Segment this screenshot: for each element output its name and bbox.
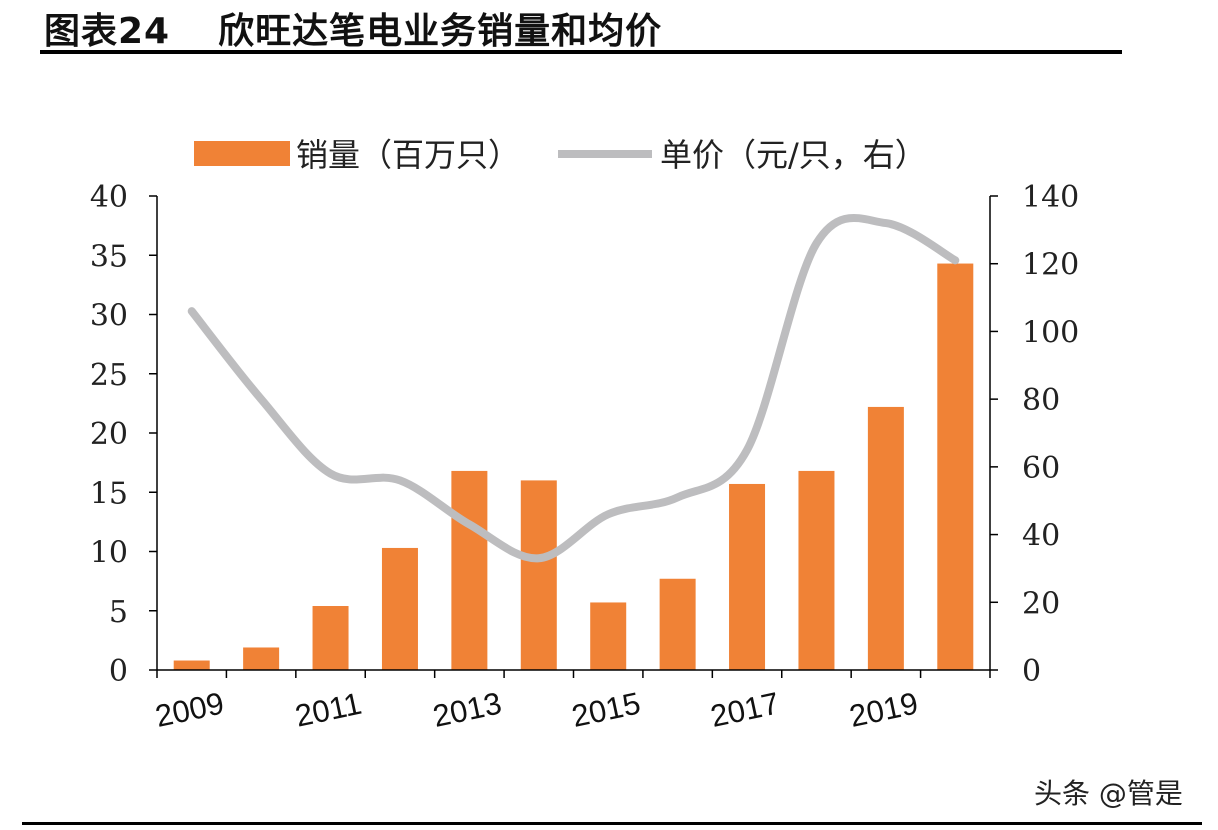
- bottom-rule: [22, 822, 1202, 825]
- x-tick-label: 2017: [707, 685, 782, 734]
- right-tick-label: 40: [1022, 519, 1060, 554]
- x-tick-label: 2019: [846, 685, 921, 734]
- right-tick-label: 60: [1022, 451, 1060, 486]
- right-tick-label: 0: [1022, 654, 1041, 689]
- bar-2009: [173, 660, 210, 670]
- bar-2020: [937, 263, 974, 670]
- bar-2012: [381, 547, 418, 670]
- bar-2010: [243, 647, 280, 670]
- left-tick-label: 5: [109, 595, 128, 630]
- chart-title: 欣旺达笔电业务销量和均价: [218, 11, 663, 52]
- watermark: 头条 @管是: [1034, 777, 1183, 810]
- legend-bar-swatch: [194, 141, 290, 166]
- bar-2019: [867, 406, 904, 670]
- left-tick-label: 20: [90, 417, 128, 452]
- left-tick-label: 35: [90, 239, 128, 274]
- bar-2018: [798, 470, 835, 670]
- left-tick-label: 40: [90, 180, 128, 215]
- lines-layer: [187, 214, 960, 563]
- x-tick-label: 2009: [152, 685, 227, 734]
- bar-2014: [520, 480, 557, 670]
- right-tick-label: 20: [1022, 586, 1060, 621]
- axes-layer: 0 5 10 15 20 25 30 35 40 0 20 40 60 80 100 120 140 2009 20…: [90, 180, 1079, 734]
- left-tick-label: 0: [109, 654, 128, 689]
- x-tick-label: 2015: [569, 685, 644, 734]
- price-line: [187, 214, 960, 563]
- x-tick-label: 2011: [292, 686, 364, 734]
- legend-line-label: 单价（元/只，右）: [660, 136, 927, 174]
- right-tick-label: 140: [1022, 180, 1079, 215]
- figure-label: 图表24: [44, 11, 171, 52]
- left-tick-label: 10: [90, 536, 128, 571]
- figure-title: 图表24 欣旺达笔电业务销量和均价: [44, 2, 662, 54]
- bars-layer: [173, 263, 974, 670]
- bar-2015: [590, 602, 627, 670]
- right-tick-label: 100: [1022, 315, 1079, 350]
- left-tick-label: 30: [90, 299, 128, 334]
- x-tick-label: 2013: [430, 685, 505, 734]
- right-tick-label: 80: [1022, 383, 1060, 418]
- bar-2016: [659, 578, 696, 670]
- bar-2013: [451, 470, 488, 670]
- title-rule: [40, 50, 1122, 54]
- left-tick-label: 25: [90, 358, 128, 393]
- legend: 销量（百万只） 单价（元/只，右）: [194, 136, 927, 174]
- left-tick-label: 15: [90, 476, 128, 511]
- bar-2011: [312, 606, 349, 670]
- bar-2017: [729, 483, 766, 670]
- right-tick-label: 120: [1022, 248, 1079, 283]
- legend-bar-label: 销量（百万只）: [296, 136, 520, 174]
